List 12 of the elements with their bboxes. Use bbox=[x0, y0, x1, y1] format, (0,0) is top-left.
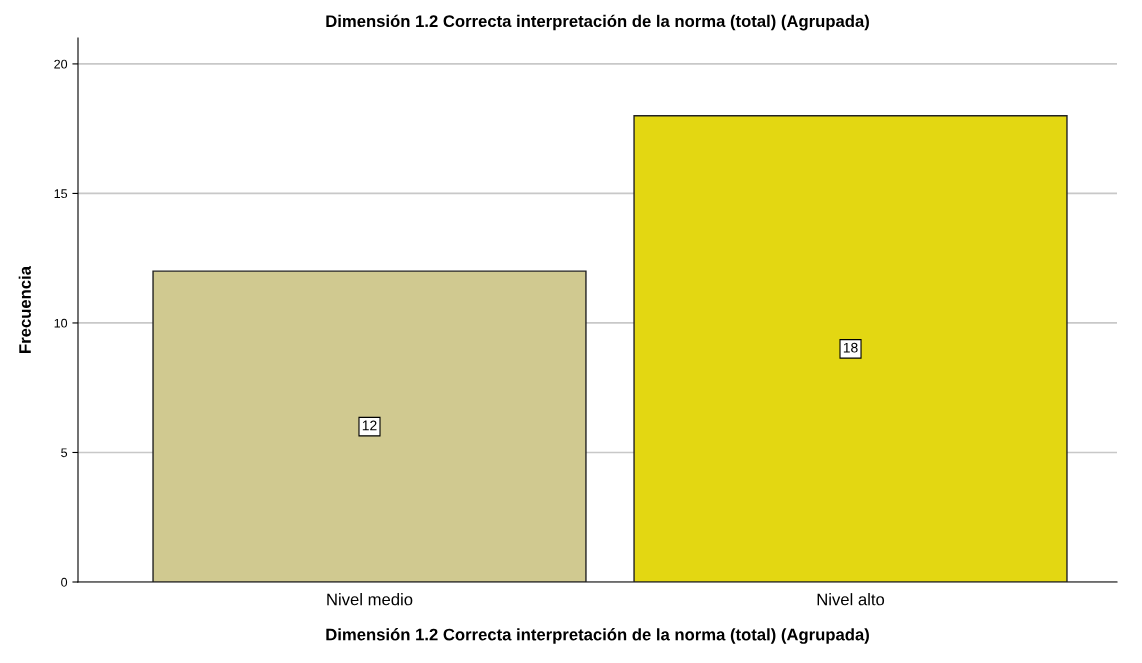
y-tick-label: 0 bbox=[61, 577, 68, 587]
x-axis-title: Dimensión 1.2 Correcta interpretación de la norma (total) (Agrupada) bbox=[326, 628, 869, 644]
data-label: 12 bbox=[362, 420, 377, 431]
data-label: 18 bbox=[843, 342, 858, 353]
y-tick-label: 10 bbox=[54, 318, 68, 328]
x-tick-label: Nivel medio bbox=[327, 593, 413, 606]
y-tick-label: 15 bbox=[54, 189, 68, 199]
y-tick-label: 5 bbox=[61, 448, 68, 458]
chart-title: Dimensión 1.2 Correcta interpretación de la norma (total) (Agrupada) bbox=[326, 14, 869, 31]
x-tick-label: Nivel alto bbox=[817, 593, 885, 606]
y-axis-title: Frecuencia bbox=[18, 265, 31, 353]
y-tick-label: 20 bbox=[54, 59, 68, 69]
